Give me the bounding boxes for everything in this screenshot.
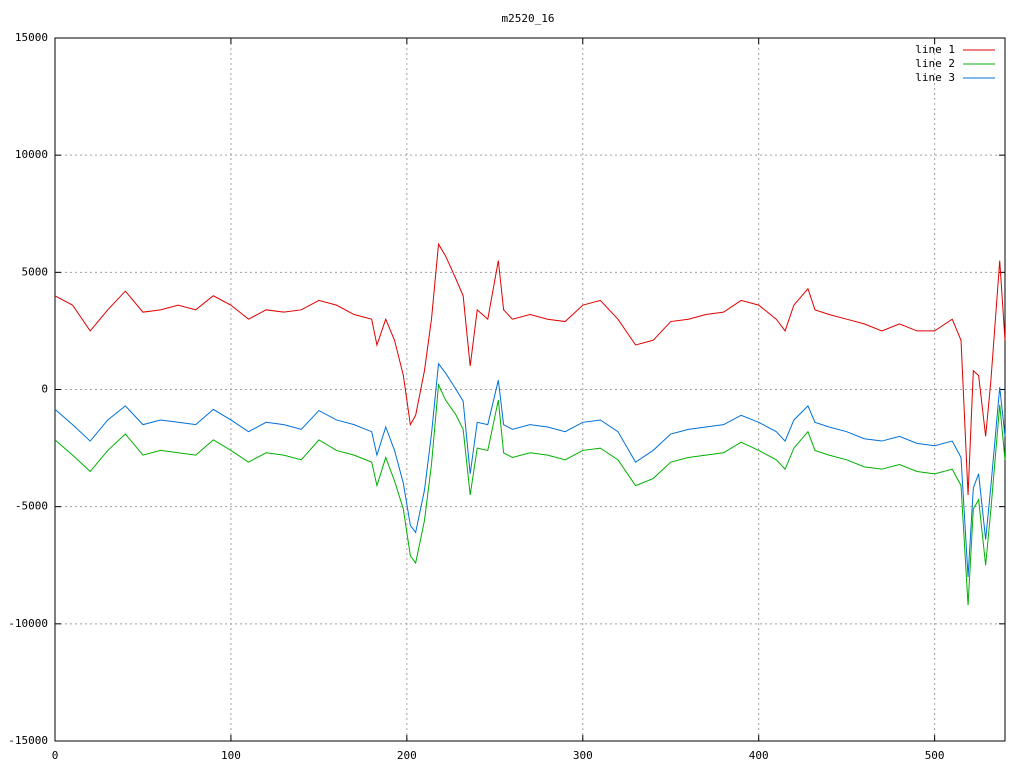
legend-label: line 3 — [915, 71, 955, 84]
x-tick-label: 300 — [573, 749, 593, 762]
legend-label: line 2 — [915, 57, 955, 70]
chart-title: m2520_16 — [502, 12, 555, 25]
data-line — [54, 242, 1006, 495]
y-tick-label: -10000 — [8, 617, 48, 630]
y-tick-label: -5000 — [15, 500, 48, 513]
x-tick-label: 200 — [397, 749, 417, 762]
y-tick-label: 5000 — [22, 265, 49, 278]
y-tick-label: 10000 — [15, 148, 48, 161]
y-tick-label: -15000 — [8, 734, 48, 747]
legend-label: line 1 — [915, 43, 955, 56]
data-line — [54, 382, 1006, 606]
x-tick-label: 400 — [749, 749, 769, 762]
x-tick-label: 500 — [925, 749, 945, 762]
y-tick-label: 0 — [41, 383, 48, 396]
data-line — [54, 362, 1006, 577]
x-tick-label: 0 — [52, 749, 59, 762]
x-tick-label: 100 — [221, 749, 241, 762]
y-tick-label: 15000 — [15, 31, 48, 44]
